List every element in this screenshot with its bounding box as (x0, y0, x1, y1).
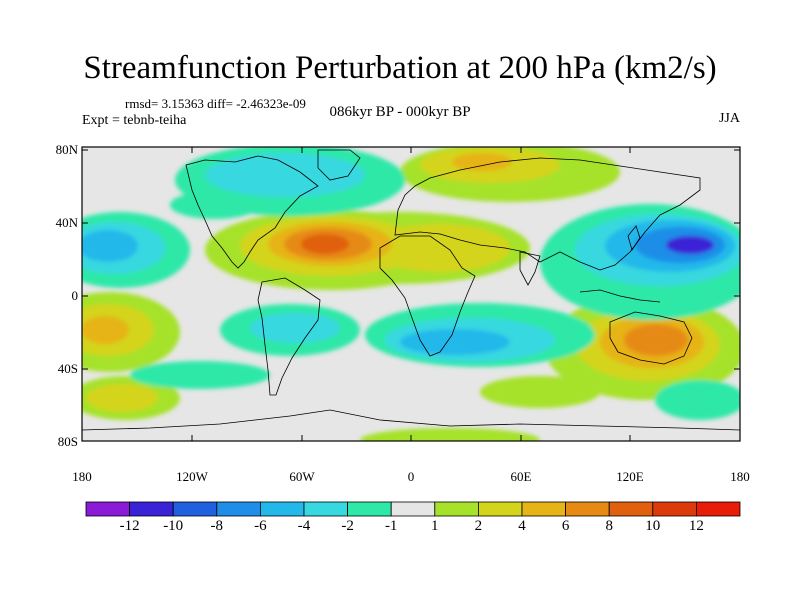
coast-indonesia (579, 289, 661, 303)
colorbar-swatch (347, 501, 392, 517)
colorbar-swatch (85, 501, 130, 517)
colorbar-swatch (390, 501, 436, 517)
coastlines (82, 149, 740, 431)
colorbar-tick-label: -12 (119, 518, 140, 534)
contour-field (82, 147, 740, 441)
contour-sindian-neg-core (400, 329, 510, 355)
lat-label-40n: 40N (55, 215, 78, 230)
colorbar-tick-label: 1 (431, 518, 439, 534)
chart-title: Streamfunction Perturbation at 200 hPa (… (83, 50, 717, 86)
contour-so-pacific (130, 361, 270, 389)
contour-siberia-core (452, 153, 512, 171)
contour-tasman (655, 380, 740, 420)
experiment-label: Expt = tebnb-teiha (82, 113, 187, 128)
coast-south-america (257, 277, 321, 396)
lon-label-180e: 180 (730, 469, 750, 484)
contour-south-pacific-inner (86, 384, 158, 412)
colorbar-tick-label: 8 (605, 518, 613, 534)
contour-epac-north-core (82, 230, 138, 262)
colorbar-tick-label: -8 (210, 518, 224, 534)
season-label: JJA (718, 111, 740, 126)
colorbar-swatch (434, 501, 479, 517)
lat-label-40s: 40S (57, 361, 78, 376)
colorbar-tick-label: 12 (688, 518, 704, 534)
contour-pnw (170, 191, 260, 219)
colorbar-tick-label: -2 (341, 518, 354, 534)
colorbar-swatch (608, 501, 654, 517)
colorbar-tick-label: 4 (518, 518, 526, 534)
contour-arabia (370, 224, 510, 272)
colorbar (85, 501, 741, 517)
lon-label-180w: 180 (72, 469, 92, 484)
colorbar-swatch (521, 501, 566, 517)
lon-label-60w: 60W (289, 469, 315, 484)
colorbar-swatch (696, 501, 741, 517)
period-label: 086kyr BP - 000kyr BP (329, 104, 471, 120)
lat-label-eq: 0 (71, 288, 79, 303)
colorbar-swatch (216, 501, 261, 517)
colorbar-tick-label: -4 (297, 518, 311, 534)
colorbar-tick-label: -10 (163, 518, 184, 534)
contour-antarctic (360, 428, 540, 441)
colorbar-swatch (652, 501, 697, 517)
contour-natl-core (301, 234, 349, 254)
lon-label-120e: 120E (616, 469, 644, 484)
colorbar-swatch (259, 501, 305, 517)
lon-label-120w: 120W (176, 469, 208, 484)
colorbar-tick-label: -6 (254, 518, 267, 534)
contour-se-pacific-core (82, 316, 129, 344)
contour-australia-core (624, 324, 688, 356)
colorbar-tick-label: 10 (645, 518, 661, 534)
lat-label-80s: 80S (57, 434, 78, 449)
colorbar-swatch (477, 501, 523, 517)
colorbar-tick-label: 6 (561, 518, 570, 534)
colorbar-tick-label: 2 (474, 518, 483, 534)
colorbar-swatch (172, 501, 218, 517)
coast-australia (609, 311, 693, 365)
lat-label-80n: 80N (55, 142, 78, 157)
coast-antarctica (82, 409, 740, 431)
contour-sindian (480, 376, 600, 408)
coast-eurasia (394, 157, 701, 271)
stats-line: rmsd= 3.15363 diff= -2.46323e-09 (125, 96, 306, 111)
axis-ticks (82, 147, 740, 442)
coast-greenland (317, 149, 361, 181)
coast-india (519, 251, 541, 286)
contour-nw-pacific-core (666, 236, 714, 254)
colorbar-swatch (565, 501, 610, 517)
colorbar-swatch (129, 501, 174, 517)
coast-north-america (185, 155, 319, 269)
lon-label-60e: 60E (510, 469, 532, 484)
contour-canada-core (205, 153, 365, 197)
lon-label-0: 0 (407, 469, 415, 484)
colorbar-tick-label: -1 (384, 518, 398, 534)
coast-africa (379, 235, 476, 357)
colorbar-swatch (303, 501, 348, 517)
coast-japan (627, 225, 641, 251)
